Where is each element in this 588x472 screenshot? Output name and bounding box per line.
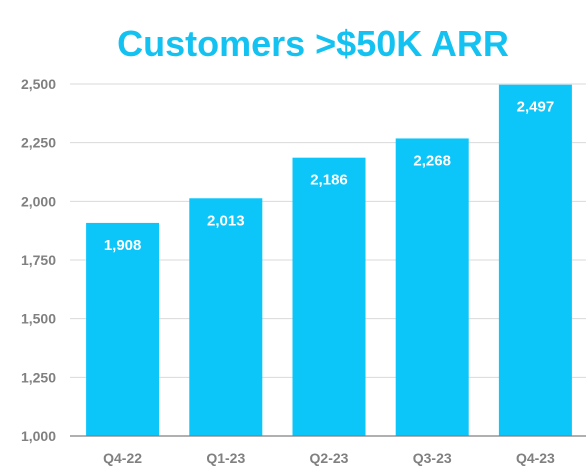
chart-title: Customers >$50K ARR bbox=[117, 23, 509, 64]
y-tick-label: 1,750 bbox=[21, 252, 56, 268]
bars bbox=[86, 84, 572, 436]
bar-q3-23 bbox=[395, 138, 469, 436]
y-tick-label: 2,250 bbox=[21, 135, 56, 151]
y-tick-label: 2,500 bbox=[21, 76, 56, 92]
data-label: 1,908 bbox=[104, 237, 142, 254]
bar-q2-23 bbox=[292, 157, 366, 436]
x-tick-label: Q4-22 bbox=[103, 450, 142, 466]
x-tick-label: Q1-23 bbox=[206, 450, 245, 466]
bar-q4-23 bbox=[498, 84, 572, 436]
x-axis-ticks: Q4-22 Q1-23 Q2-23 Q3-23 Q4-23 bbox=[103, 450, 555, 466]
x-tick-label: Q4-23 bbox=[516, 450, 555, 466]
x-tick-label: Q3-23 bbox=[413, 450, 452, 466]
y-tick-label: 1,250 bbox=[21, 369, 56, 385]
data-label: 2,268 bbox=[413, 152, 451, 169]
bar-q1-23 bbox=[189, 198, 263, 436]
data-labels: 1,908 2,013 2,186 2,268 2,497 bbox=[104, 99, 554, 254]
bar-q4-22 bbox=[86, 222, 160, 436]
data-label: 2,013 bbox=[207, 212, 245, 229]
y-tick-label: 1,500 bbox=[21, 311, 56, 327]
data-label: 2,497 bbox=[517, 99, 555, 116]
y-axis-ticks: 1,000 1,250 1,500 1,750 2,000 2,250 2,500 bbox=[21, 76, 56, 444]
y-tick-label: 2,000 bbox=[21, 193, 56, 209]
x-tick-label: Q2-23 bbox=[310, 450, 349, 466]
y-tick-label: 1,000 bbox=[21, 428, 56, 444]
data-label: 2,186 bbox=[310, 172, 348, 189]
